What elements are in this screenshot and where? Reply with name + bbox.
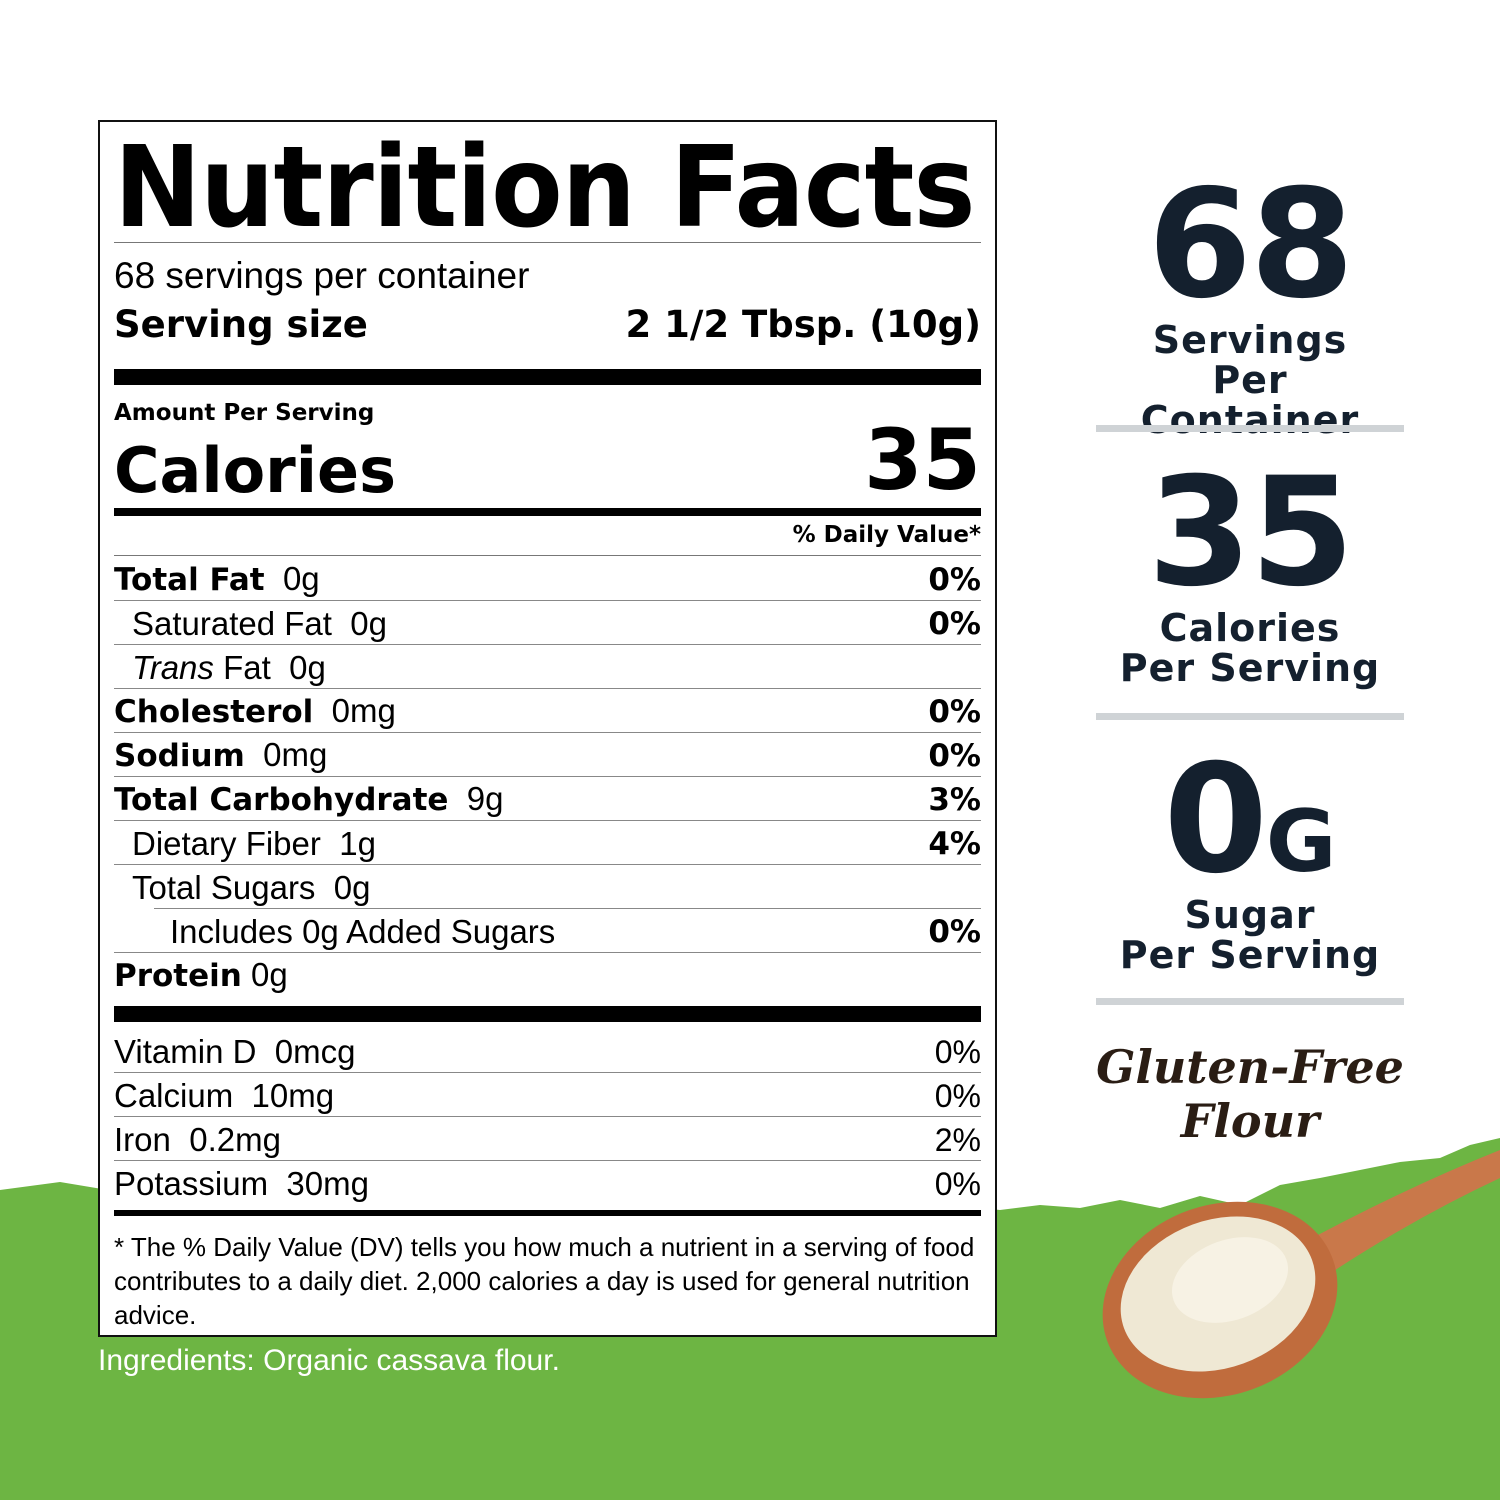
badge-line1: Gluten-Free — [1096, 1040, 1404, 1094]
nutrition-facts-title: Nutrition Facts — [114, 123, 976, 253]
stat-value: 0 — [1163, 733, 1268, 907]
medium-rule — [114, 1210, 981, 1216]
nutrient-amount: 0mg — [263, 736, 328, 773]
vitamin-dv: 0% — [934, 1166, 981, 1202]
daily-value-footnote: * The % Daily Value (DV) tells you how m… — [114, 1232, 975, 1330]
nutrient-name: Includes 0g Added Sugars — [170, 913, 556, 950]
serving-size-label: Serving size — [114, 303, 368, 346]
medium-rule — [114, 508, 981, 516]
nutrient-row-total-sugars: Total Sugars 0g — [114, 864, 981, 909]
nutrient-dv: 0% — [928, 914, 981, 950]
nutrient-row-added-sugars: Includes 0g Added Sugars 0% — [114, 908, 981, 953]
nutrient-row-total-carbohydrate: Total Carbohydrate 9g 3% — [114, 776, 981, 821]
vitamin-amount: 0mcg — [274, 1033, 356, 1070]
nutrient-amount: 0g — [289, 649, 326, 686]
nutrient-name: Fat — [223, 649, 271, 686]
daily-value-header: % Daily Value* — [792, 522, 981, 548]
vitamin-name: Potassium — [114, 1165, 269, 1202]
nutrient-row-saturated-fat: Saturated Fat 0g 0% — [114, 600, 981, 645]
nutrient-name: Total Fat — [114, 562, 265, 598]
stat-label-line2: Per Serving — [1119, 933, 1381, 977]
stat-divider — [1096, 713, 1404, 720]
nutrient-row-sodium: Sodium 0mg 0% — [114, 732, 981, 777]
vitamin-amount: 30mg — [286, 1165, 369, 1202]
divider — [114, 555, 981, 556]
calories-value: 35 — [864, 411, 981, 509]
stat-label-line1: Calories — [1159, 606, 1341, 650]
calories-stat: 35 Calories Per Serving — [1096, 458, 1404, 688]
nutrient-amount: 0mg — [331, 692, 396, 729]
vitamin-row-iron: Iron 0.2mg 2% — [114, 1116, 981, 1161]
nutrient-name-italic: Trans — [132, 649, 214, 686]
nutrient-row-total-fat: Total Fat 0g 0% — [114, 556, 981, 601]
stat-unit: G — [1265, 792, 1337, 892]
amount-per-serving: Amount Per Serving — [114, 400, 375, 426]
nutrient-dv: 0% — [928, 562, 981, 598]
nutrient-amount: 0g — [282, 560, 320, 597]
stat-value: 68 — [1147, 158, 1355, 332]
stat-label-line1: Servings — [1152, 318, 1348, 362]
nutrient-dv: 0% — [928, 694, 981, 730]
stat-value: 35 — [1147, 446, 1355, 620]
stat-label-line2: Per Container — [1140, 358, 1360, 442]
nutrient-name: Saturated Fat — [132, 605, 332, 642]
servings-stat: 68 Servings Per Container — [1096, 170, 1404, 440]
stat-label-line2: Per Serving — [1119, 646, 1381, 690]
nutrient-row-dietary-fiber: Dietary Fiber 1g 4% — [114, 820, 981, 865]
nutrient-name: Total Carbohydrate — [114, 782, 449, 818]
vitamin-name: Vitamin D — [114, 1033, 257, 1070]
nutrient-row-protein: Protein 0g — [114, 952, 981, 996]
nutrient-name: Sodium — [114, 738, 245, 774]
sugar-stat: 0G Sugar Per Serving — [1096, 745, 1404, 975]
serving-size-value: 2 1/2 Tbsp. (10g) — [625, 303, 981, 346]
stat-divider — [1096, 425, 1404, 432]
vitamin-dv: 0% — [934, 1034, 981, 1070]
nutrient-name: Protein — [114, 958, 242, 994]
badge-line2: Flour — [1180, 1094, 1320, 1148]
wooden-spoon-illustration — [1102, 1150, 1500, 1399]
nutrient-amount: 0g — [251, 956, 288, 993]
vitamin-amount: 10mg — [251, 1077, 335, 1114]
vitamin-name: Calcium — [114, 1077, 234, 1114]
nutrient-name: Dietary Fiber — [132, 825, 321, 862]
nutrient-name: Cholesterol — [114, 694, 314, 730]
nutrient-row-cholesterol: Cholesterol 0mg 0% — [114, 688, 981, 733]
servings-per-container: 68 servings per container — [114, 255, 530, 296]
stat-label-line1: Sugar — [1184, 893, 1316, 937]
nutrient-dv: 0% — [928, 606, 981, 642]
stat-divider — [1096, 998, 1404, 1005]
nutrient-name: Total Sugars — [132, 869, 316, 906]
vitamin-row-calcium: Calcium 10mg 0% — [114, 1072, 981, 1117]
vitamin-row-vitamin-d: Vitamin D 0mcg 0% — [114, 1028, 981, 1073]
vitamin-amount: 0.2mg — [189, 1121, 281, 1158]
nutrient-amount: 0g — [333, 869, 371, 906]
vitamin-name: Iron — [114, 1121, 171, 1158]
divider — [114, 242, 981, 243]
nutrition-facts-panel: Nutrition Facts 68 servings per containe… — [98, 120, 997, 1337]
ingredients-text: Ingredients: Organic cassava flour. — [98, 1344, 560, 1377]
nutrient-amount: 1g — [339, 825, 376, 862]
thick-rule — [114, 1006, 981, 1022]
gluten-free-badge: Gluten-Free Flour — [1090, 1040, 1410, 1148]
vitamin-row-potassium: Potassium 30mg 0% — [114, 1160, 981, 1204]
vitamin-dv: 0% — [934, 1078, 981, 1114]
nutrient-dv: 3% — [928, 782, 981, 818]
nutrient-dv: 0% — [928, 738, 981, 774]
vitamin-dv: 2% — [934, 1122, 981, 1158]
thick-rule — [114, 369, 981, 385]
calories-label: Calories — [114, 434, 396, 507]
nutrient-row-trans-fat: Trans Fat 0g — [114, 644, 981, 689]
nutrient-dv: 4% — [928, 826, 981, 862]
nutrient-amount: 0g — [350, 605, 388, 642]
nutrient-amount: 9g — [466, 780, 504, 817]
